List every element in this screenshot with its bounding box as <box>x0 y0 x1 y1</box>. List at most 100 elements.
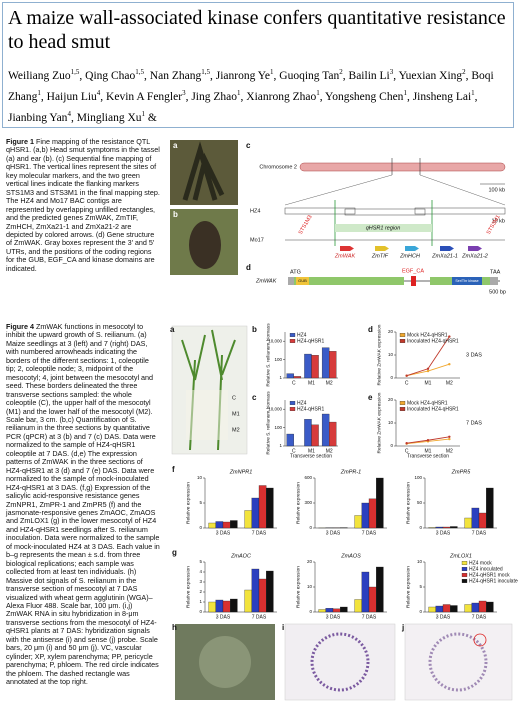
y-tick-label: 20 <box>307 559 313 564</box>
y-tick-label: 600 <box>304 475 312 480</box>
y-tick-label: 0 <box>390 375 393 380</box>
bar <box>286 433 294 447</box>
x-tick-label: 7 DAS <box>362 530 377 536</box>
scale-label: 500 bp <box>489 289 506 295</box>
author-name: Guoqing Tan <box>279 69 340 82</box>
bac-contig <box>284 207 356 215</box>
figure-label: Figure 4 <box>6 322 34 331</box>
x-tick-label: C <box>292 448 296 454</box>
legend-label: Inoculated HZ4-qHSR1 <box>407 338 459 344</box>
bar <box>354 515 362 529</box>
bar <box>321 347 330 379</box>
point <box>426 439 430 442</box>
separator: & <box>145 111 157 124</box>
y-axis-label: Relative expression <box>295 482 301 524</box>
chart-title: 7 DAS <box>466 420 482 426</box>
gene-label: ZmWAK <box>334 253 356 259</box>
point <box>448 435 451 438</box>
legend-swatch <box>399 401 406 405</box>
bar <box>471 507 480 529</box>
bar <box>354 599 362 613</box>
legend-label: Mock HZ4-qHSR1 <box>407 400 448 406</box>
y-tick-label: 10,000 <box>268 406 282 411</box>
affiliation: 4 <box>96 88 101 97</box>
bar <box>266 487 274 529</box>
legend-label: HZ4 <box>297 332 307 338</box>
bar <box>340 606 348 613</box>
bar <box>435 526 444 529</box>
gene-arrow <box>405 246 419 251</box>
point <box>426 369 430 373</box>
y-axis-label: Relative expression <box>185 566 191 608</box>
gene-label: ZmXa21-1 <box>431 253 458 259</box>
separator: , <box>273 69 280 82</box>
panel-label: c <box>252 393 257 402</box>
bar <box>368 586 377 613</box>
point <box>448 437 451 441</box>
gene-arrow <box>440 246 454 251</box>
y-tick-label: 0 <box>390 443 393 448</box>
bar <box>486 601 494 613</box>
bar <box>428 527 436 529</box>
bar <box>244 510 252 529</box>
separator: , <box>319 90 326 103</box>
utr <box>490 277 498 285</box>
qtl-region <box>335 224 432 232</box>
x-axis-label: Transverse section <box>290 453 332 459</box>
caption-text: Fine mapping of the resistance QTL qHSR1… <box>6 137 160 273</box>
separator: , <box>79 69 86 82</box>
legend-swatch <box>289 333 296 337</box>
bar <box>251 568 260 613</box>
bar <box>258 578 267 613</box>
author-name: Jianrong Ye <box>215 69 271 82</box>
y-tick-label: 10 <box>388 420 394 425</box>
y-axis-label: Relative ZmWAK expression <box>376 392 382 453</box>
bar <box>376 566 384 613</box>
y-axis-label: Relative expression <box>405 566 411 608</box>
legend-swatch <box>399 339 406 343</box>
bar <box>208 522 216 529</box>
start-codon: ATG <box>290 269 301 275</box>
bar <box>376 477 384 529</box>
y-tick-label: 4 <box>199 569 202 574</box>
legend-swatch <box>289 407 296 411</box>
y-tick-label: 1 <box>279 375 282 380</box>
author-name: Kevin A Fengler <box>106 90 183 103</box>
y-tick-label: 20 <box>388 397 394 402</box>
point <box>448 363 451 366</box>
bar <box>244 589 252 613</box>
bac-contig <box>414 207 506 215</box>
phloem-circle <box>473 633 487 647</box>
bar <box>442 604 451 613</box>
panel-label: j <box>401 623 404 632</box>
scale-label: 100 kb <box>488 187 505 193</box>
separator: , <box>342 69 349 82</box>
x-tick-label: 7 DAS <box>472 530 487 536</box>
bar <box>329 351 337 379</box>
line-label: Mo17 <box>250 237 264 243</box>
bar <box>464 517 472 529</box>
legend-label: HZ4-qHSR1 inoculated <box>469 578 518 584</box>
bar <box>325 608 334 613</box>
y-tick-label: 5 <box>419 584 422 589</box>
panel-label: f <box>172 465 175 474</box>
section-label: M2 <box>232 427 240 433</box>
bar <box>215 521 224 529</box>
utr <box>288 277 294 285</box>
bar <box>471 602 480 613</box>
y-axis-label: Relative ZmWAK expression <box>376 324 382 385</box>
y-tick-label: 300 <box>304 500 312 505</box>
panel-label: d <box>246 263 251 272</box>
y-tick-label: 5 <box>199 559 202 564</box>
separator: , <box>100 90 107 103</box>
bar <box>321 413 330 447</box>
y-axis-label: Relative expression <box>405 482 411 524</box>
x-tick-label: 3 DAS <box>216 614 231 620</box>
y-tick-label: 10,000 <box>268 338 282 343</box>
author-name: Qing Chao <box>85 69 136 82</box>
photo-detail <box>310 632 370 692</box>
legend-label: Mock HZ4-qHSR1 <box>407 332 448 338</box>
panel-label: a <box>170 325 175 334</box>
author-name: Nan Zhang <box>149 69 202 82</box>
